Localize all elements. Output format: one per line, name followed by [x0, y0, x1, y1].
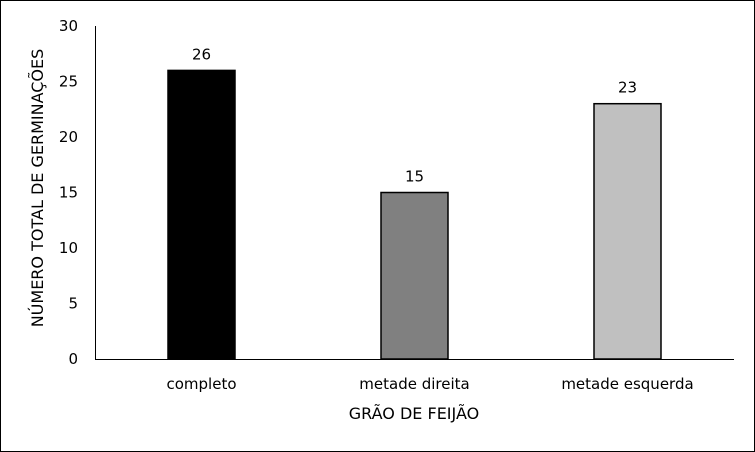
x-axis-label: GRÃO DE FEIJÃO: [349, 404, 479, 423]
y-tick-label: 30: [59, 17, 78, 35]
y-tick-label: 0: [68, 350, 78, 368]
bar: [380, 191, 449, 360]
y-tick-label: 10: [59, 239, 78, 257]
y-axis-ticks: 0 5 10 15 20 25 30: [59, 17, 78, 368]
x-category-label: metade direita: [359, 375, 469, 393]
y-tick-label: 20: [59, 128, 78, 146]
data-label: 23: [618, 79, 637, 97]
y-tick-label: 15: [59, 184, 78, 202]
x-axis-categories: completo metade direita metade esquerda: [166, 375, 693, 393]
y-axis-label: NÚMERO TOTAL DE GERMINAÇÕES: [28, 49, 47, 328]
y-tick-label: 5: [68, 295, 78, 313]
x-category-label: metade esquerda: [561, 375, 693, 393]
data-labels: 26 15 23: [192, 45, 637, 185]
data-label: 15: [405, 168, 424, 186]
y-tick-label: 25: [59, 73, 78, 91]
data-label: 26: [192, 45, 211, 63]
bar: [167, 69, 236, 360]
bars: [167, 69, 662, 360]
bar: [593, 102, 662, 360]
x-category-label: completo: [166, 375, 236, 393]
